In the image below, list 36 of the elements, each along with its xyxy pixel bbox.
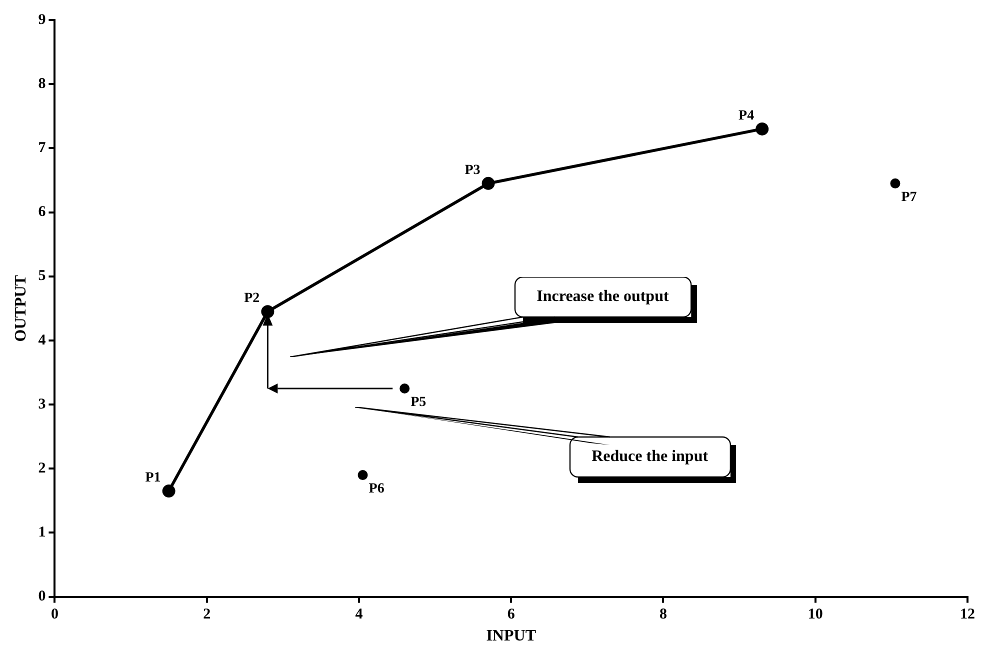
x-tick-label: 12 bbox=[960, 606, 975, 623]
x-tick-label: 8 bbox=[659, 606, 667, 623]
y-tick-label: 2 bbox=[38, 460, 46, 476]
annotation: P6 bbox=[368, 482, 384, 497]
annotation: Increase the output bbox=[514, 276, 691, 317]
point bbox=[358, 470, 368, 480]
x-tick-label: 2 bbox=[203, 606, 211, 623]
speech-bubble: Increase the output bbox=[290, 276, 697, 357]
annotation: Reduce the input bbox=[570, 436, 730, 476]
annotation: P7 bbox=[901, 190, 917, 206]
y-tick-label: 5 bbox=[38, 268, 46, 284]
point bbox=[261, 305, 274, 318]
y-tick-label: 9 bbox=[38, 12, 46, 28]
x-axis-title: INPUT bbox=[486, 628, 536, 645]
annotation: P2 bbox=[244, 291, 260, 306]
x-tick-label: 6 bbox=[507, 606, 516, 623]
y-tick-label: 3 bbox=[38, 396, 46, 412]
y-tick-label: 1 bbox=[38, 524, 46, 541]
point bbox=[756, 122, 769, 136]
annotation: P1 bbox=[145, 470, 161, 486]
point bbox=[482, 176, 495, 190]
x-tick-label: 0 bbox=[50, 606, 58, 623]
point bbox=[890, 178, 900, 188]
y-tick-label: 8 bbox=[38, 76, 46, 92]
y-tick-label: 0 bbox=[38, 588, 46, 605]
point bbox=[162, 484, 176, 498]
x-tick-label: 10 bbox=[808, 606, 823, 623]
annotation: P3 bbox=[464, 163, 480, 178]
point bbox=[400, 384, 410, 394]
y-tick-label: 6 bbox=[38, 204, 46, 220]
annotation: P4 bbox=[738, 108, 754, 124]
speech-bubble: Reduce the input bbox=[354, 406, 736, 482]
y-tick-label: 7 bbox=[38, 140, 46, 156]
y-tick-label: 4 bbox=[38, 332, 46, 348]
y-axis-title: OUTPUT bbox=[12, 274, 30, 342]
x-tick-label: 4 bbox=[355, 606, 364, 623]
